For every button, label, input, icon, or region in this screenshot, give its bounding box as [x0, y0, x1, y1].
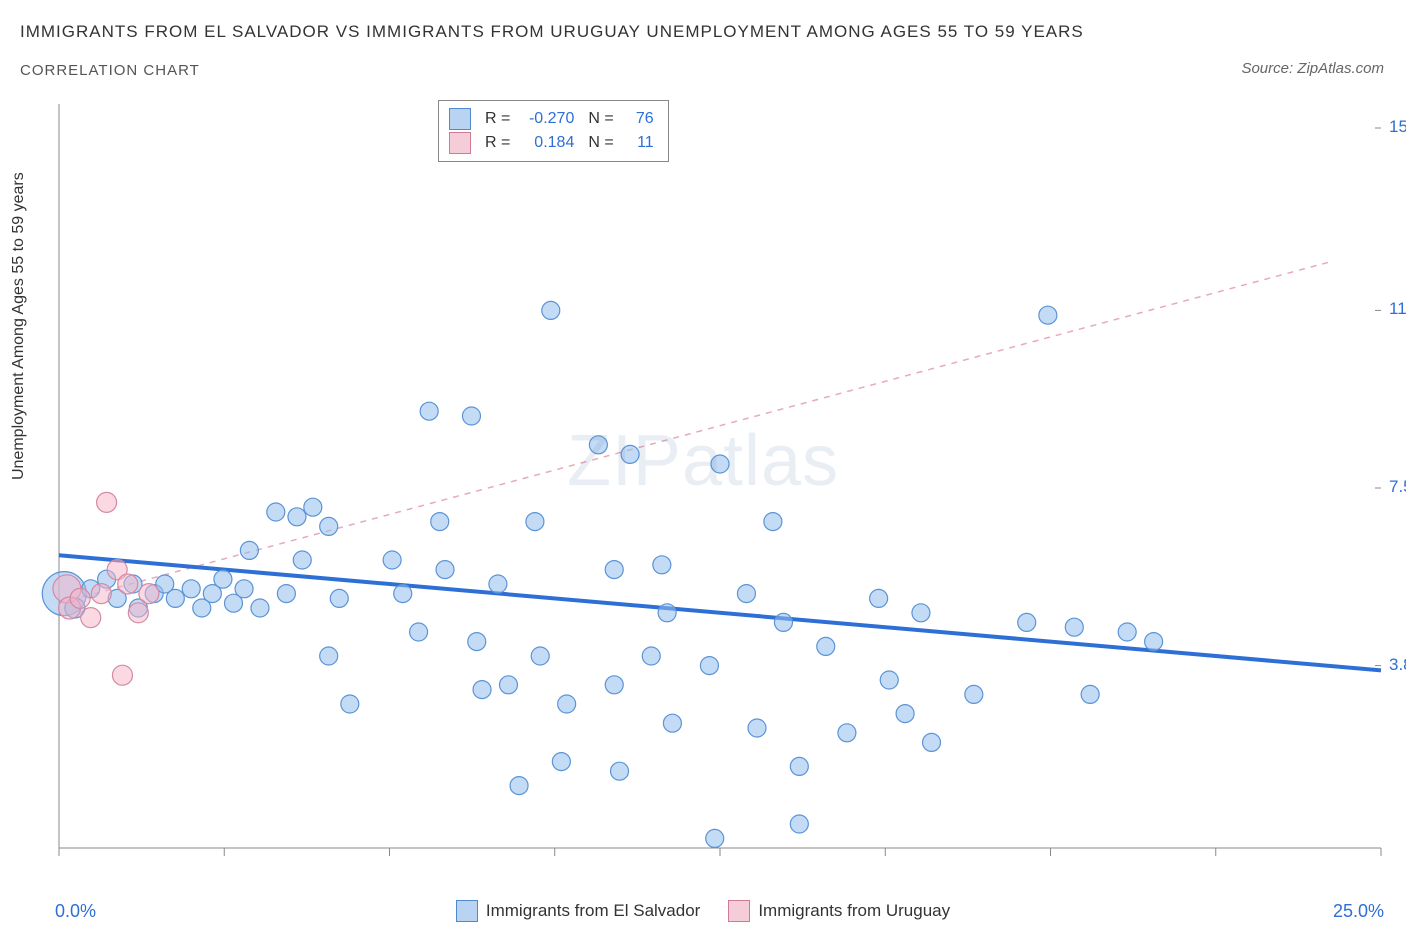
legend-stats: R = -0.270 N = 76 R = 0.184 N = 11 [438, 100, 669, 162]
y-tick-label: 11.2% [1389, 299, 1406, 319]
source-attribution: Source: ZipAtlas.com [1241, 60, 1384, 77]
legend-swatch-uruguay [728, 900, 750, 922]
r-value-uruguay: 0.184 [524, 131, 574, 155]
legend-stats-row-1: R = -0.270 N = 76 [449, 107, 654, 131]
legend-series: Immigrants from El Salvador Immigrants f… [0, 900, 1406, 922]
plot-area [55, 100, 1385, 860]
legend-item-uruguay: Immigrants from Uruguay [728, 900, 950, 922]
legend-stats-row-2: R = 0.184 N = 11 [449, 131, 654, 155]
r-label: R = [485, 107, 510, 131]
r-value-el-salvador: -0.270 [524, 107, 574, 131]
legend-swatch-uruguay [449, 132, 471, 154]
legend-swatch-el-salvador [456, 900, 478, 922]
legend-swatch-el-salvador [449, 108, 471, 130]
y-tick-label: 3.8% [1389, 655, 1406, 675]
n-label: N = [588, 107, 613, 131]
y-axis-label: Unemployment Among Ages 55 to 59 years [10, 172, 28, 480]
legend-item-el-salvador: Immigrants from El Salvador [456, 900, 700, 922]
n-value-uruguay: 11 [628, 131, 654, 155]
legend-label-uruguay: Immigrants from Uruguay [758, 901, 950, 921]
n-label: N = [588, 131, 613, 155]
y-tick-label: 15.0% [1389, 117, 1406, 137]
chart-svg [55, 100, 1385, 860]
n-value-el-salvador: 76 [628, 107, 654, 131]
r-label: R = [485, 131, 510, 155]
chart-title: IMMIGRANTS FROM EL SALVADOR VS IMMIGRANT… [20, 22, 1084, 42]
y-tick-label: 7.5% [1389, 477, 1406, 497]
legend-label-el-salvador: Immigrants from El Salvador [486, 901, 700, 921]
chart-subtitle: CORRELATION CHART [20, 62, 200, 79]
chart-container: IMMIGRANTS FROM EL SALVADOR VS IMMIGRANT… [0, 0, 1406, 930]
